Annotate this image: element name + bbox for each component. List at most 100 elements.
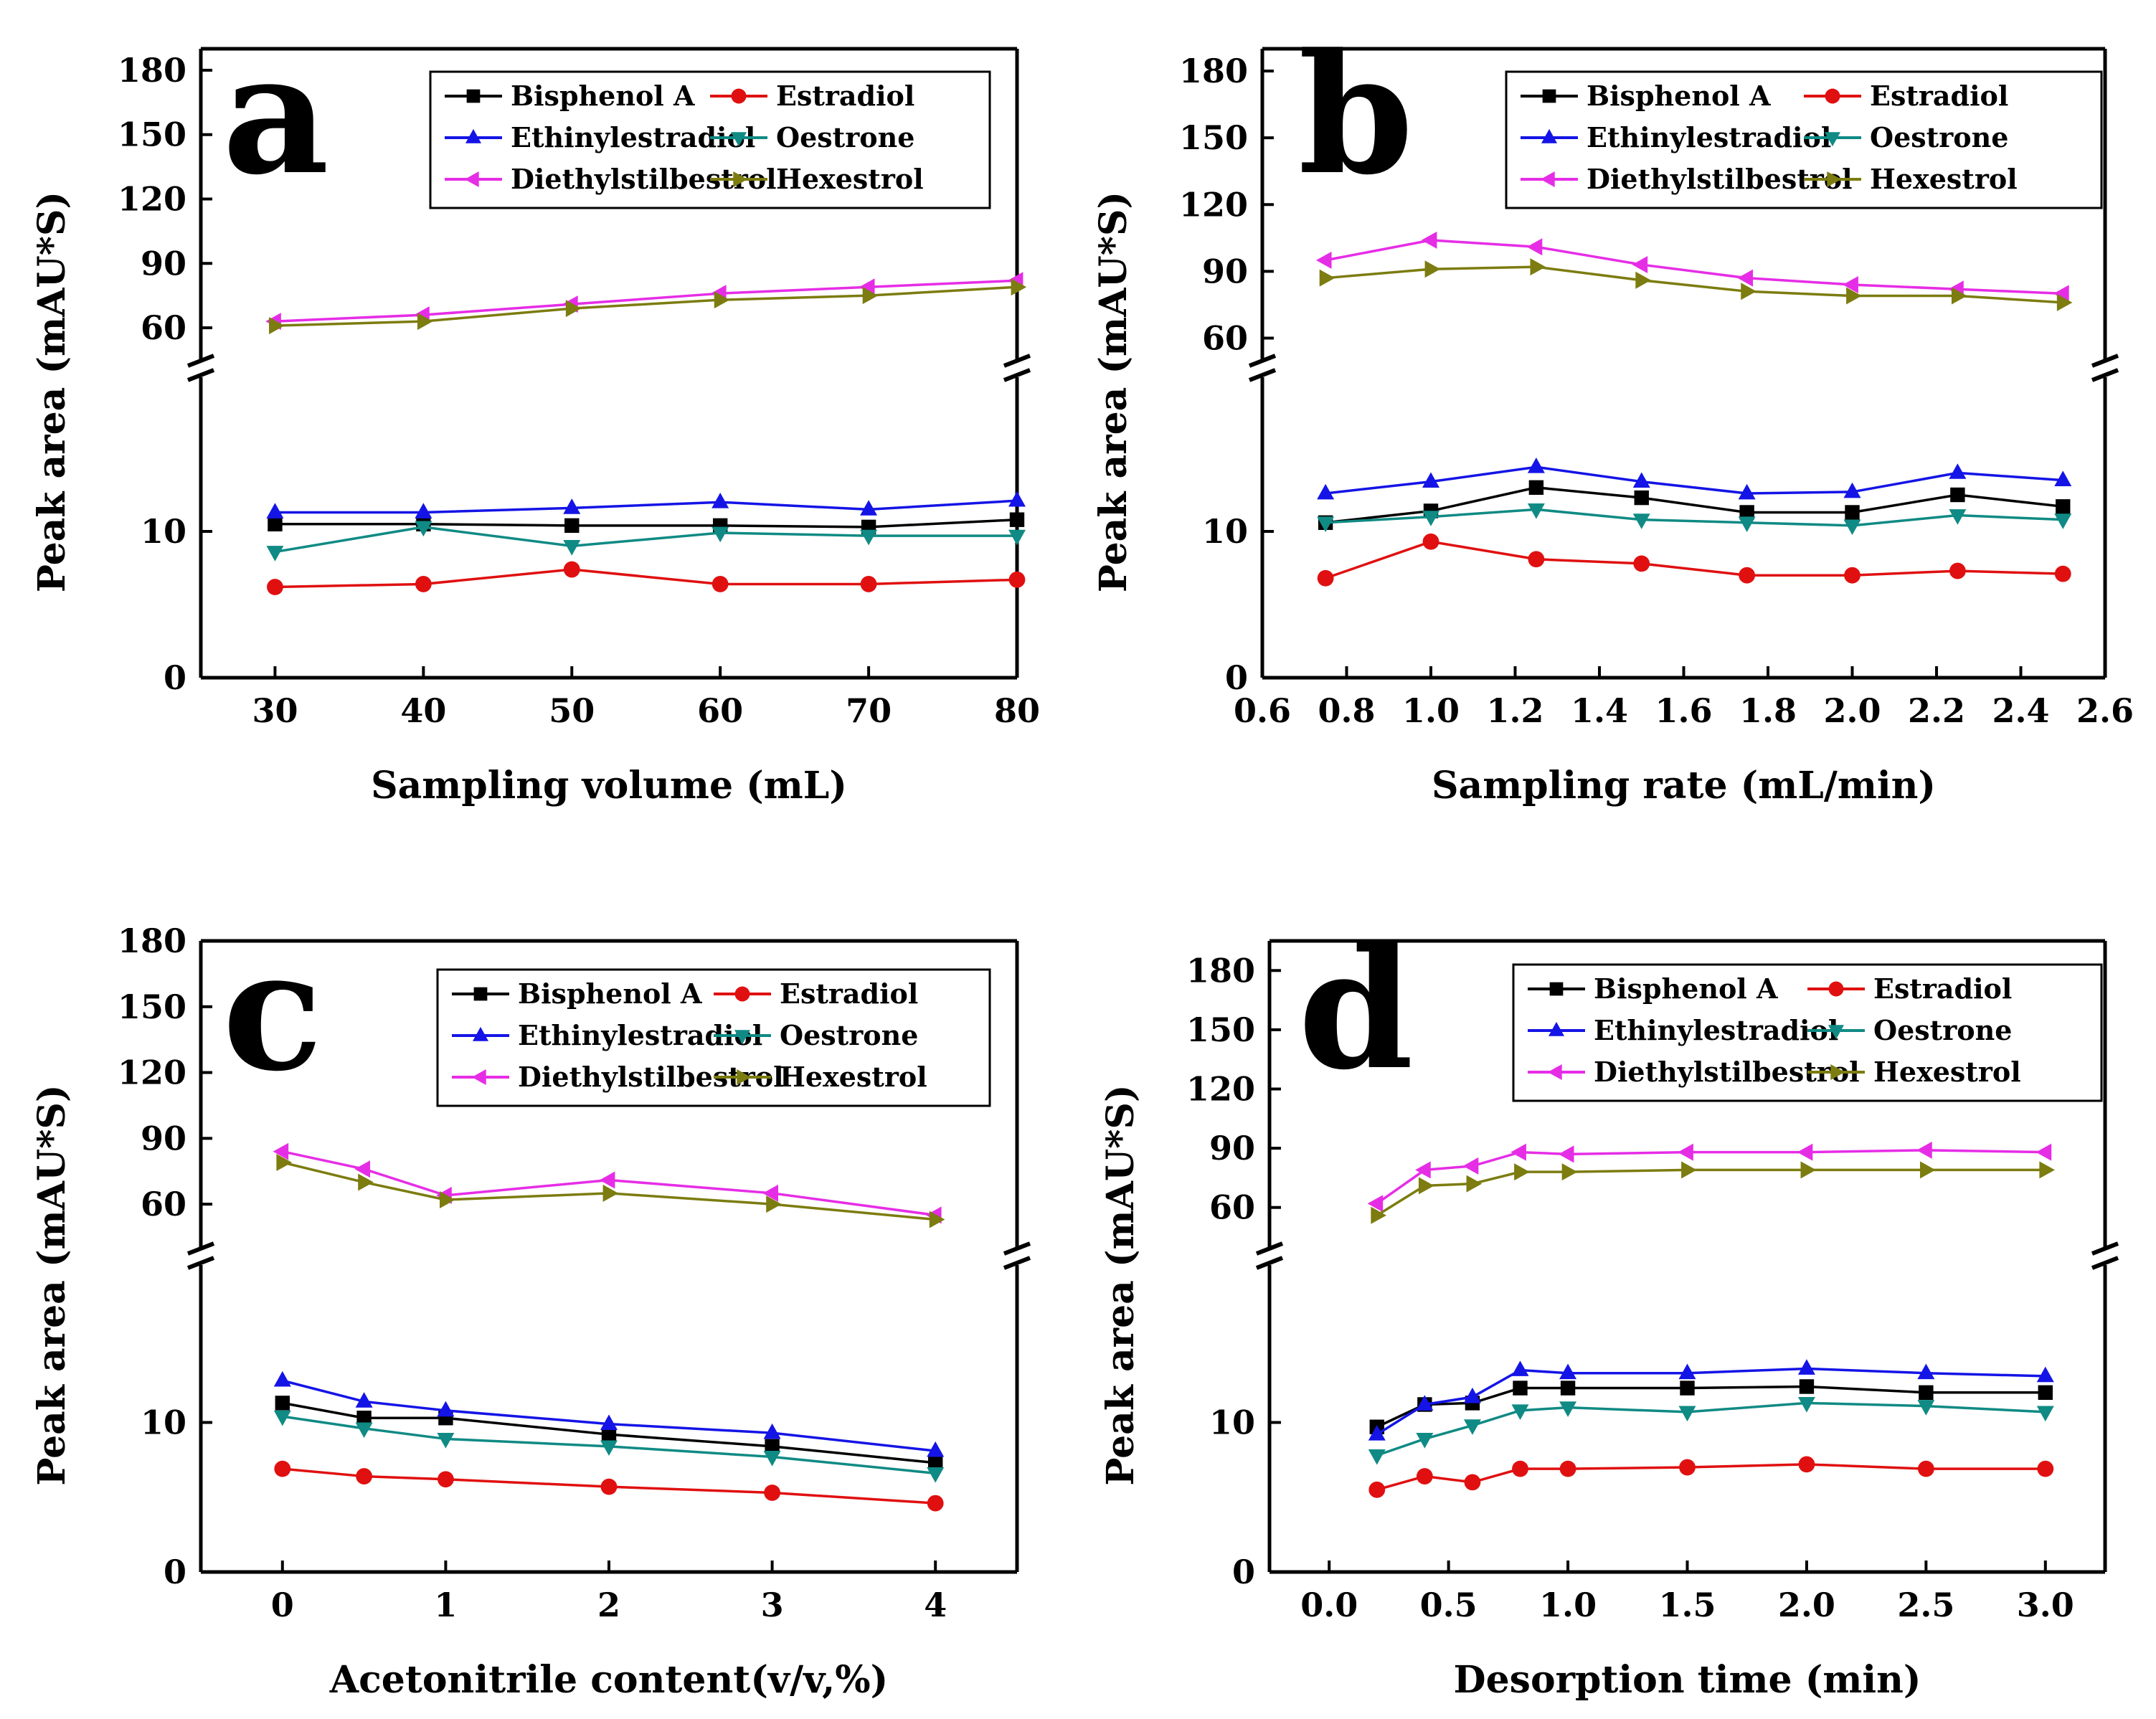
legend-marker xyxy=(1827,171,1842,187)
data-point xyxy=(763,1423,781,1439)
series-ethinylestradiol xyxy=(1368,1359,2054,1441)
axis-break-mark xyxy=(1255,1241,1284,1256)
data-point xyxy=(1949,463,1967,479)
data-point xyxy=(1738,483,1756,500)
legend-marker xyxy=(1540,171,1555,187)
data-point xyxy=(1739,505,1754,520)
series-line xyxy=(275,568,1018,589)
data-point xyxy=(440,1190,455,1208)
legend-marker xyxy=(734,986,750,1002)
legend-item-estradiol: Estradiol xyxy=(1804,80,2008,112)
x-tick-label: 1.0 xyxy=(1539,1586,1597,1624)
legend-marker xyxy=(473,987,488,1001)
data-point xyxy=(1424,260,1441,278)
x-axis-label: Desorption time (min) xyxy=(1453,1658,1921,1702)
legend-label: Oestrone xyxy=(1870,121,2008,153)
x-tick-label: 2.5 xyxy=(1897,1586,1954,1624)
legend-item-estradiol: Estradiol xyxy=(714,977,918,1010)
x-tick-label: 50 xyxy=(549,691,595,730)
legend-marker xyxy=(1825,88,1840,104)
data-point xyxy=(602,1184,619,1202)
legend-marker xyxy=(466,89,481,103)
y-tick-label: 120 xyxy=(118,180,186,219)
data-point xyxy=(1739,567,1756,584)
legend-marker xyxy=(731,132,747,147)
legend-label: Bisphenol A xyxy=(511,80,695,112)
data-point xyxy=(356,1468,372,1484)
panel-label: c xyxy=(222,914,323,1108)
data-point xyxy=(1422,472,1439,488)
legend-marker xyxy=(1828,981,1844,997)
series-line xyxy=(1325,239,2063,295)
data-point xyxy=(275,1396,290,1411)
series-diethylstilbestrol xyxy=(1315,231,2069,303)
legend-marker xyxy=(731,88,747,104)
legend-marker xyxy=(1542,89,1556,103)
data-point xyxy=(358,1173,374,1191)
data-point xyxy=(2038,1385,2053,1400)
series-diethylstilbestrol xyxy=(1367,1141,2052,1213)
axis-break-mark xyxy=(186,354,215,368)
data-point xyxy=(1009,512,1025,527)
data-point xyxy=(1513,1381,1528,1396)
data-point xyxy=(2056,499,2071,514)
legend-item-bisphenol-a: Bisphenol A xyxy=(452,977,702,1010)
x-tick-label: 80 xyxy=(994,691,1040,730)
y-tick-label: 10 xyxy=(1209,1403,1255,1442)
data-point xyxy=(1917,1460,1934,1477)
data-point xyxy=(565,300,582,318)
data-point xyxy=(1422,533,1439,550)
data-point xyxy=(1511,1404,1529,1421)
series-line xyxy=(282,1161,936,1221)
y-tick-label: 10 xyxy=(1202,512,1248,551)
y-tick-label: 60 xyxy=(141,308,186,347)
series-estradiol xyxy=(274,1460,944,1512)
data-point xyxy=(1317,483,1335,500)
legend-item-oestrone: Oestrone xyxy=(710,121,914,153)
x-tick-label: 0.6 xyxy=(1234,691,1291,730)
data-point xyxy=(1633,555,1650,572)
data-point xyxy=(1951,287,1967,305)
data-point xyxy=(415,576,432,592)
legend-box xyxy=(1505,70,2103,209)
axis-break-mark xyxy=(1003,354,1031,368)
series-ethinylestradiol xyxy=(266,491,1026,518)
data-point xyxy=(1368,1424,1386,1441)
legend-item-bisphenol-a: Bisphenol A xyxy=(1528,972,1778,1005)
series-line xyxy=(275,526,1017,554)
data-point xyxy=(1368,1481,1386,1498)
legend-box xyxy=(436,968,991,1107)
data-point xyxy=(711,576,729,592)
data-point xyxy=(355,1422,373,1439)
data-point xyxy=(1632,472,1650,488)
data-point xyxy=(1415,1161,1431,1179)
series-estradiol xyxy=(1368,1456,2054,1498)
legend-marker xyxy=(1828,1025,1844,1040)
legend-marker xyxy=(734,1030,750,1045)
data-point xyxy=(1738,516,1756,532)
x-tick-label: 0.8 xyxy=(1318,691,1375,730)
axis-break-mark xyxy=(186,1256,215,1270)
legend-marker xyxy=(1825,132,1840,147)
data-point xyxy=(268,516,283,531)
data-point xyxy=(1560,1381,1576,1396)
series-line xyxy=(282,1415,936,1475)
series-estradiol xyxy=(267,561,1026,595)
data-point xyxy=(600,1478,618,1495)
data-point xyxy=(1559,1363,1577,1380)
data-point xyxy=(1846,287,1862,305)
y-tick-label: 90 xyxy=(1202,252,1248,290)
series-line xyxy=(282,1379,936,1452)
legend-label: Oestrone xyxy=(1873,1014,2012,1046)
series-hexestrol xyxy=(276,1153,945,1228)
legend-item-oestrone: Oestrone xyxy=(714,1019,918,1051)
y-tick-label: 0 xyxy=(1225,658,1248,697)
axis-break-mark xyxy=(1003,1241,1031,1256)
legend-label: Estradiol xyxy=(1870,80,2008,112)
data-point xyxy=(1678,1363,1696,1380)
y-tick-label: 120 xyxy=(118,1053,186,1092)
x-tick-label: 3.0 xyxy=(2017,1586,2074,1624)
legend-marker xyxy=(473,1026,488,1041)
x-axis-label: Acetonitrile content(v/v,%) xyxy=(329,1658,888,1702)
data-point xyxy=(1559,1460,1576,1477)
